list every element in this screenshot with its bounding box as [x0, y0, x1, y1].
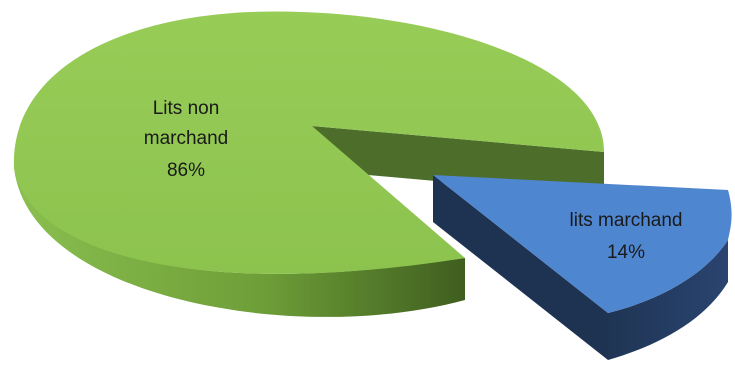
- slice-side-face: [14, 168, 465, 317]
- data-label-lits-non-marchand-percent: 86%: [167, 160, 205, 181]
- slice-cut-face: [312, 126, 604, 196]
- pie-slice-lits-non-marchand: [13, 11, 604, 317]
- slice-side-face: [608, 240, 728, 360]
- data-label-lits-non-marchand-line2: marchand: [144, 128, 229, 149]
- slice-top-face: [13, 11, 604, 274]
- data-label-lits-non-marchand-line1: Lits non: [153, 98, 220, 119]
- data-label-lits-marchand-percent: 14%: [607, 242, 645, 263]
- slice-top-face: [433, 175, 732, 313]
- data-label-lits-marchand-line1: lits marchand: [570, 210, 683, 231]
- pie-slice-lits-marchand: [433, 175, 732, 360]
- slice-cut-face: [433, 175, 608, 360]
